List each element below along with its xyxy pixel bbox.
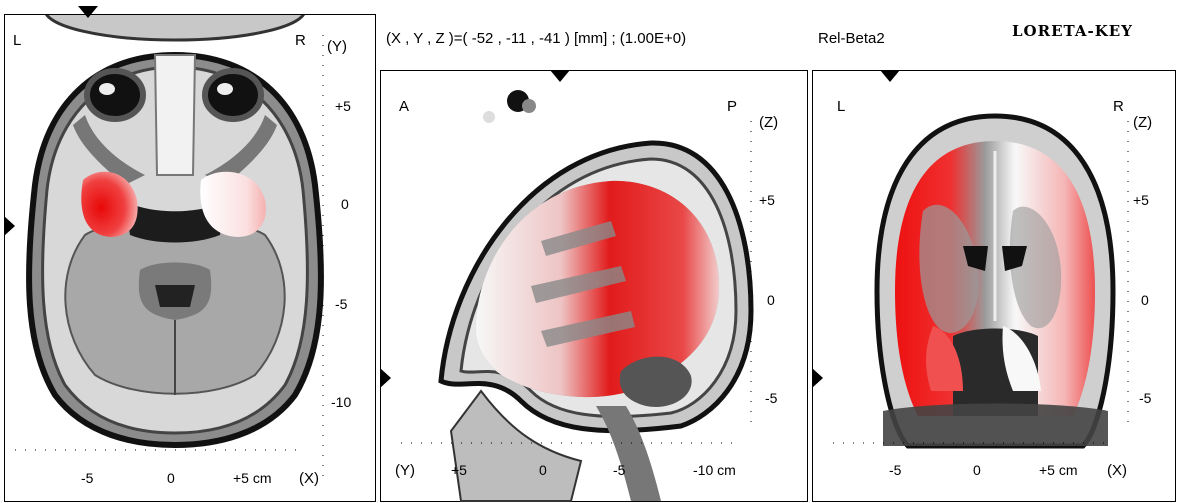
axial-y-axis-label: (Y): [327, 38, 347, 55]
coronal-xtick: -5: [889, 462, 902, 478]
coronal-view-panel[interactable]: L R (Z) +5 0 -5 -5 0 +5 cm (X): [812, 70, 1176, 502]
sagittal-xtick: +5: [451, 462, 467, 478]
axial-ytick: +5: [335, 98, 351, 114]
sagittal-posterior-label: P: [727, 98, 738, 115]
axial-right-label: R: [295, 32, 306, 49]
coronal-brain-slice: [833, 113, 1129, 449]
sagittal-position-marker-left[interactable]: [380, 368, 391, 388]
axial-ytick: -5: [335, 296, 348, 312]
axial-position-marker-left[interactable]: [4, 216, 15, 236]
sagittal-xtick: -10 cm: [693, 462, 736, 478]
sagittal-view-panel[interactable]: A P (Z) +5 0 -5 (Y) +5 0 -5 -10 cm: [380, 70, 808, 502]
coronal-left-label: L: [837, 98, 846, 115]
coronal-z-axis-label: (Z): [1133, 114, 1153, 131]
axial-brain-slice: [15, 15, 324, 485]
coronal-right-label: R: [1113, 98, 1124, 115]
axial-view-panel[interactable]: L R (Y) +5 0 -5 -10 -5 0 +5 cm (X): [4, 14, 376, 502]
axial-xtick: -5: [81, 470, 94, 486]
axial-xtick: 0: [167, 470, 175, 486]
app-brand: LORETA-KEY: [1012, 22, 1133, 40]
coronal-xtick: 0: [973, 462, 981, 478]
coronal-position-marker-top[interactable]: [880, 70, 900, 82]
axial-left-label: L: [13, 32, 22, 49]
coronal-ytick: 0: [1141, 292, 1149, 308]
coronal-ytick: -5: [1139, 390, 1152, 406]
sagittal-z-axis-label: (Z): [759, 114, 779, 131]
sagittal-ytick: -5: [765, 390, 778, 406]
sagittal-anterior-label: A: [399, 98, 410, 115]
coronal-xtick: +5 cm: [1039, 462, 1078, 478]
axial-position-marker-top[interactable]: [78, 6, 98, 18]
sagittal-xtick: 0: [539, 462, 547, 478]
axial-x-axis-label: (X): [299, 470, 319, 487]
coronal-ytick: +5: [1133, 192, 1149, 208]
coordinate-readout: (X , Y , Z )=( -52 , -11 , -41 ) [mm] ; …: [386, 30, 687, 47]
sagittal-xtick: -5: [613, 462, 626, 478]
axial-ytick: 0: [341, 196, 349, 212]
sagittal-ytick: 0: [767, 292, 775, 308]
axial-ytick: -10: [331, 394, 352, 410]
sagittal-brain-slice: [401, 90, 754, 502]
coronal-position-marker-left[interactable]: [812, 368, 823, 388]
coronal-x-axis-label: (X): [1107, 462, 1127, 479]
sagittal-ytick: +5: [759, 192, 775, 208]
axial-xtick: +5 cm: [233, 470, 272, 486]
sagittal-y-axis-label: (Y): [395, 462, 415, 479]
sagittal-position-marker-top[interactable]: [550, 70, 570, 82]
frequency-band-label: Rel-Beta2: [818, 30, 885, 47]
